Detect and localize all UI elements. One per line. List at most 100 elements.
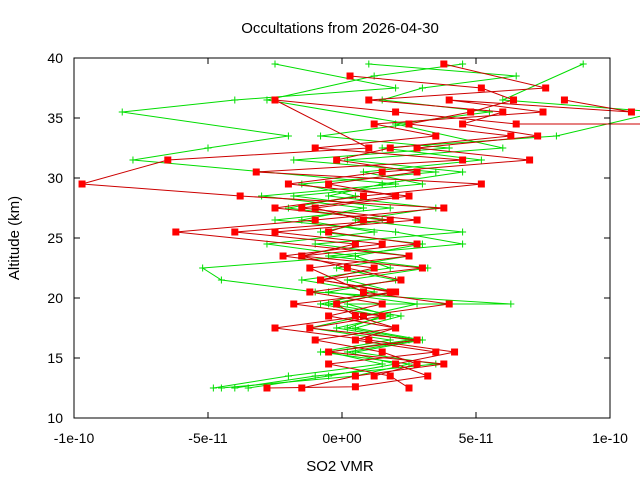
data-point bbox=[290, 300, 298, 308]
data-point bbox=[459, 228, 467, 236]
data-point bbox=[351, 383, 359, 391]
data-point bbox=[365, 60, 373, 68]
data-point bbox=[405, 252, 413, 260]
data-point bbox=[172, 228, 180, 236]
data-point bbox=[405, 192, 413, 200]
data-point bbox=[392, 228, 400, 236]
x-tick-label: 1e-10 bbox=[592, 430, 628, 446]
data-point bbox=[418, 84, 426, 92]
data-point bbox=[440, 60, 448, 68]
data-point bbox=[359, 312, 367, 320]
data-point bbox=[244, 384, 252, 392]
data-point bbox=[271, 216, 279, 224]
data-point bbox=[346, 72, 354, 80]
data-point bbox=[311, 144, 319, 152]
data-point bbox=[392, 192, 400, 200]
data-point bbox=[459, 240, 467, 248]
data-point bbox=[351, 192, 359, 200]
data-point bbox=[370, 264, 378, 272]
data-point bbox=[333, 324, 341, 332]
data-point bbox=[284, 132, 292, 140]
data-point bbox=[418, 264, 426, 272]
data-point bbox=[325, 228, 333, 236]
data-point bbox=[317, 132, 325, 140]
data-point bbox=[351, 312, 359, 320]
data-point bbox=[209, 384, 217, 392]
data-point bbox=[370, 372, 378, 380]
y-tick-label: 25 bbox=[47, 230, 63, 246]
data-point bbox=[499, 144, 507, 152]
data-point bbox=[231, 228, 239, 236]
series-line bbox=[274, 75, 516, 377]
data-point bbox=[445, 300, 453, 308]
data-point bbox=[378, 168, 386, 176]
data-point bbox=[413, 168, 421, 176]
data-point bbox=[413, 300, 421, 308]
data-point bbox=[413, 360, 421, 368]
data-point bbox=[317, 228, 325, 236]
data-point bbox=[298, 384, 306, 392]
data-point bbox=[325, 348, 333, 356]
data-point bbox=[386, 264, 394, 272]
data-point bbox=[418, 180, 426, 188]
data-point bbox=[311, 204, 319, 212]
data-point bbox=[333, 300, 341, 308]
data-point bbox=[359, 192, 367, 200]
y-tick-label: 20 bbox=[47, 290, 63, 306]
data-point bbox=[343, 264, 351, 272]
data-point bbox=[512, 120, 520, 128]
data-point bbox=[477, 84, 485, 92]
data-point bbox=[306, 264, 314, 272]
data-point bbox=[627, 108, 635, 116]
y-tick-label: 35 bbox=[47, 110, 63, 126]
data-point bbox=[306, 288, 314, 296]
data-point bbox=[378, 300, 386, 308]
data-point bbox=[386, 144, 394, 152]
series-0 bbox=[78, 96, 640, 392]
data-point bbox=[432, 348, 440, 356]
data-point bbox=[236, 192, 244, 200]
data-point bbox=[351, 252, 359, 260]
data-point bbox=[378, 180, 386, 188]
data-point bbox=[579, 60, 587, 68]
data-point bbox=[392, 324, 400, 332]
data-point bbox=[378, 240, 386, 248]
data-point bbox=[386, 216, 394, 224]
y-tick-label: 15 bbox=[47, 350, 63, 366]
data-point bbox=[365, 96, 373, 104]
x-axis-label: SO2 VMR bbox=[306, 458, 374, 475]
data-point bbox=[365, 144, 373, 152]
data-point bbox=[499, 108, 507, 116]
data-point bbox=[397, 276, 405, 284]
data-point bbox=[424, 372, 432, 380]
data-point bbox=[445, 144, 453, 152]
data-point bbox=[325, 372, 333, 380]
data-point bbox=[311, 216, 319, 224]
x-tick-label: -1e-10 bbox=[54, 430, 95, 446]
data-point bbox=[413, 144, 421, 152]
data-point bbox=[298, 276, 306, 284]
data-point bbox=[204, 144, 212, 152]
data-point bbox=[392, 108, 400, 116]
data-point bbox=[306, 324, 314, 332]
data-point bbox=[392, 288, 400, 296]
data-point bbox=[510, 96, 518, 104]
data-point bbox=[78, 180, 86, 188]
data-point bbox=[343, 276, 351, 284]
data-point bbox=[459, 60, 467, 68]
data-point bbox=[129, 156, 137, 164]
data-point bbox=[451, 348, 459, 356]
data-point bbox=[263, 384, 271, 392]
chart-title: Occultations from 2026-04-30 bbox=[241, 20, 439, 37]
data-point bbox=[459, 120, 467, 128]
data-point bbox=[499, 96, 507, 104]
data-point bbox=[271, 228, 279, 236]
data-point bbox=[325, 360, 333, 368]
data-point bbox=[542, 84, 550, 92]
data-point bbox=[325, 192, 333, 200]
data-point bbox=[217, 384, 225, 392]
data-point bbox=[507, 300, 515, 308]
data-point bbox=[445, 96, 453, 104]
data-point bbox=[252, 168, 260, 176]
data-point bbox=[217, 276, 225, 284]
